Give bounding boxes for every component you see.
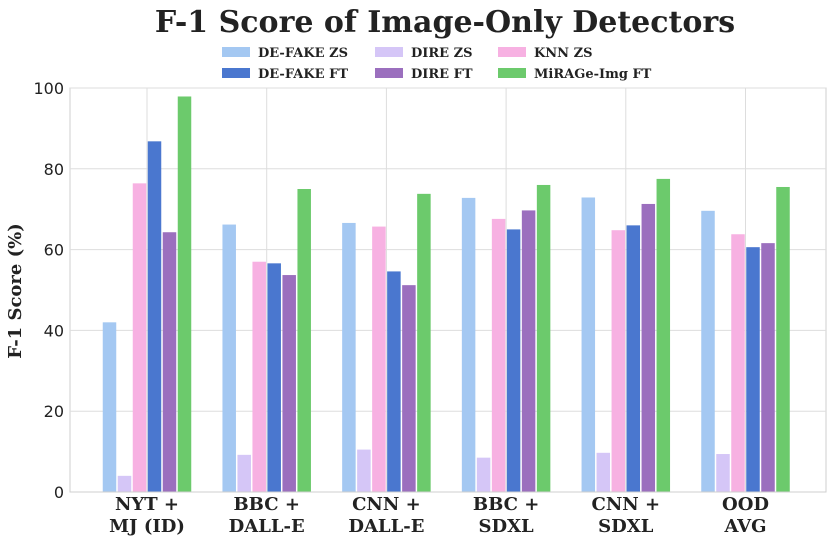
bar <box>731 234 745 493</box>
x-tick-label: SDXL <box>598 516 654 537</box>
bar <box>147 141 162 492</box>
legend-swatch <box>498 47 526 57</box>
bar <box>267 263 281 492</box>
legend-swatch <box>222 47 250 57</box>
x-tick-label: MJ (ID) <box>109 516 185 537</box>
bar <box>746 247 760 492</box>
legend-label: KNN ZS <box>534 46 592 61</box>
legend-label: DIRE ZS <box>411 46 472 61</box>
y-tick-label: 40 <box>44 321 64 340</box>
legend-swatch <box>222 68 250 78</box>
legend-item: DIRE FT <box>375 67 473 82</box>
y-tick-label: 100 <box>33 79 64 98</box>
bar <box>237 454 251 492</box>
bar <box>372 226 386 492</box>
y-tick-label: 60 <box>44 241 64 260</box>
bar <box>521 210 536 493</box>
bar <box>506 229 521 492</box>
legend-label: MiRAGe-Img FT <box>534 67 652 82</box>
bar <box>117 475 132 492</box>
x-tick-label: DALL-E <box>229 516 305 537</box>
bar <box>357 449 371 492</box>
x-tick-label: BBC + <box>473 494 539 515</box>
legend-item: DIRE ZS <box>375 46 472 61</box>
bar <box>581 197 596 492</box>
bar <box>342 222 356 492</box>
bar <box>476 457 491 492</box>
y-tick-label: 20 <box>44 402 64 421</box>
legend-swatch <box>375 68 403 78</box>
bar <box>491 218 506 492</box>
bar <box>776 186 790 493</box>
legend-label: DE-FAKE ZS <box>258 46 348 61</box>
bar <box>297 189 311 492</box>
bar <box>132 183 147 492</box>
bar <box>177 96 192 492</box>
bar <box>701 210 715 493</box>
bar <box>282 275 296 492</box>
x-tick-label: OOD <box>722 494 769 515</box>
y-tick-label: 0 <box>54 483 64 502</box>
bar <box>536 184 551 492</box>
legend-item: DE-FAKE ZS <box>222 46 348 61</box>
bar <box>417 193 431 492</box>
bar <box>402 285 416 492</box>
x-tick-label: CNN + <box>592 494 661 515</box>
legend-label: DIRE FT <box>411 67 473 82</box>
x-tick-label: NYT + <box>115 494 179 515</box>
bars-group <box>102 96 790 493</box>
bar <box>102 322 117 492</box>
bar <box>611 230 626 492</box>
x-tick-label: CNN + <box>352 494 421 515</box>
x-tick-label: DALL-E <box>348 516 424 537</box>
bar <box>461 197 476 492</box>
bar <box>761 243 775 492</box>
y-axis-label: F-1 Score (%) <box>5 223 26 359</box>
bar <box>252 261 266 492</box>
bar <box>596 452 611 492</box>
bar <box>716 454 730 492</box>
plot-area <box>69 87 827 493</box>
legend-item: KNN ZS <box>498 46 592 61</box>
bar <box>626 225 641 493</box>
bar <box>641 203 656 492</box>
chart-legend: DE-FAKE ZS DIRE ZS KNN ZS DE-FAKE FT DIRE FT… <box>222 46 652 82</box>
legend-swatch <box>498 68 526 78</box>
legend-label: DE-FAKE FT <box>258 67 348 82</box>
legend-swatch <box>375 47 403 57</box>
legend-item: DE-FAKE FT <box>222 67 348 82</box>
chart-title: F-1 Score of Image-Only Detectors <box>155 5 735 40</box>
bar <box>162 232 177 492</box>
x-tick-label: SDXL <box>478 516 534 537</box>
legend-item: MiRAGe-Img FT <box>498 67 652 82</box>
x-tick-label: BBC + <box>233 494 299 515</box>
x-tick-label: AVG <box>724 516 767 537</box>
bar <box>222 224 236 492</box>
y-tick-label: 80 <box>44 160 64 179</box>
bar <box>656 178 671 492</box>
bar <box>387 271 401 492</box>
